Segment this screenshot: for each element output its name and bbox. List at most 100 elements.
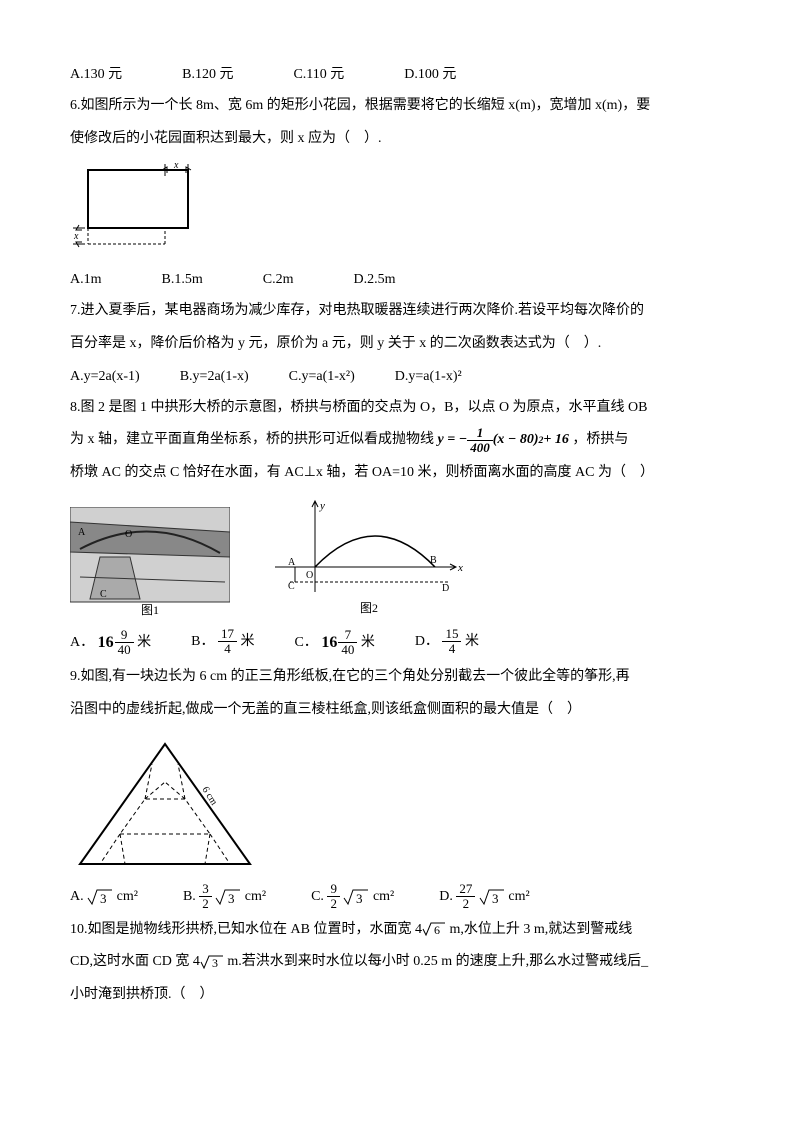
q8-d-unit: 米	[465, 634, 479, 649]
q9-line1: 9.如图,有一块边长为 6 cm 的正三角形纸板,在它的三个角处分别截去一个彼此…	[70, 662, 724, 693]
q7-line2: 百分率是 x，降价后价格为 y 元，原价为 a 元，则 y 关于 x 的二次函数…	[70, 329, 724, 360]
q8-fig2: y x A C O B D 图2	[270, 497, 470, 617]
q6-opt-d: D.2.5m	[353, 265, 395, 296]
q8-c-num: 7	[338, 628, 357, 643]
q9-opt-b: B. 32 3 cm²	[183, 882, 266, 913]
svg-text:x: x	[73, 231, 79, 242]
q8-formula: y = − 1 400 (x − 80)2 + 16	[438, 425, 569, 456]
q6-line1: 6.如图所示为一个长 8m、宽 6m 的矩形小花园，根据需要将它的长缩短 x(m…	[70, 91, 724, 122]
svg-text:3: 3	[100, 891, 107, 906]
q8-d-num: 15	[442, 627, 461, 642]
q9-b-label: B.	[183, 889, 196, 904]
q9-figure: 6 cm	[70, 734, 724, 874]
svg-text:3: 3	[212, 956, 218, 970]
q9-b-num: 3	[199, 882, 212, 897]
q5-opt-c: C.110 元	[293, 60, 344, 91]
q9-c-den: 2	[327, 897, 340, 911]
q8-f-rhs2: + 16	[543, 425, 568, 456]
svg-text:6: 6	[434, 923, 440, 937]
q8-options: A． 16940 米 B． 174 米 C． 16740 米 D． 154 米	[70, 625, 724, 660]
q7-opt-b: B.y=2a(1-x)	[180, 362, 249, 393]
q6-opt-c: C.2m	[263, 265, 294, 296]
q6-options: A.1m B.1.5m C.2m D.2.5m	[70, 265, 724, 296]
svg-text:A: A	[288, 557, 296, 568]
q8-b-unit: 米	[240, 634, 254, 649]
svg-text:O: O	[125, 529, 132, 540]
q8-l2-prefix: 为 x 轴，建立平面直角坐标系，桥的拱形可近似看成抛物线	[70, 432, 438, 447]
q7-options: A.y=2a(x-1) B.y=2a(1-x) C.y=a(1-x²) D.y=…	[70, 362, 724, 393]
q8-opt-d: D． 154 米	[415, 627, 479, 658]
q8-b-label: B．	[191, 634, 214, 649]
svg-text:3: 3	[228, 891, 235, 906]
q8-a-label: A．	[70, 635, 94, 650]
q9-opt-c: C. 92 3 cm²	[311, 882, 394, 913]
q6-opt-b: B.1.5m	[162, 265, 203, 296]
q8-opt-b: B． 174 米	[191, 627, 254, 658]
svg-text:图1: 图1	[141, 603, 159, 617]
q8-line2: 为 x 轴，建立平面直角坐标系，桥的拱形可近似看成抛物线 y = − 1 400…	[70, 425, 724, 456]
q8-f-lhs: y = −	[438, 425, 468, 456]
q10-l1-prefix: 10.如图是抛物线形拱桥,已知水位在 AB 位置时，水面宽 4	[70, 922, 422, 937]
q8-a-unit: 米	[137, 635, 151, 650]
q8-l2-suffix: ，桥拱与	[572, 432, 628, 447]
q10-line3: 小时淹到拱桥顶.（ ）	[70, 980, 724, 1011]
q9-b-den: 2	[199, 897, 212, 911]
q9-options: A. 3 cm² B. 32 3 cm² C. 92 3 cm² D. 272 …	[70, 882, 724, 913]
q9-d-label: D.	[439, 889, 453, 904]
q8-line3: 桥墩 AC 的交点 C 恰好在水面，有 AC⊥x 轴，若 OA=10 米，则桥面…	[70, 458, 724, 489]
q9-d-num: 27	[456, 882, 475, 897]
svg-text:y: y	[319, 500, 325, 512]
q8-a-num: 9	[115, 628, 134, 643]
q6-figure: x x	[70, 162, 724, 257]
q9-d-unit: cm²	[508, 889, 529, 904]
q10-line1: 10.如图是抛物线形拱桥,已知水位在 AB 位置时，水面宽 4 6 m,水位上升 …	[70, 915, 724, 946]
q8-c-label: C．	[294, 635, 317, 650]
q8-opt-a: A． 16940 米	[70, 625, 151, 660]
q9-c-unit: cm²	[373, 889, 394, 904]
svg-text:O: O	[306, 570, 313, 581]
page-content: A.130 元 B.120 元 C.110 元 D.100 元 6.如图所示为一…	[0, 0, 794, 1053]
q7-opt-a: A.y=2a(x-1)	[70, 362, 140, 393]
q8-a-den: 40	[115, 643, 134, 657]
svg-text:D: D	[442, 583, 449, 594]
q9-a-unit: cm²	[117, 889, 138, 904]
svg-text:B: B	[430, 555, 437, 566]
svg-text:C: C	[100, 589, 107, 600]
q5-opt-b: B.120 元	[182, 60, 233, 91]
q8-figures: A O C 图1 y x A C O B D 图2	[70, 497, 724, 617]
svg-text:图2: 图2	[360, 601, 378, 615]
q9-c-num: 9	[327, 882, 340, 897]
q8-b-num: 17	[218, 627, 237, 642]
q5-opt-a: A.130 元	[70, 60, 122, 91]
q10-l1-suffix: m,水位上升 3 m,就达到警戒线	[446, 922, 632, 937]
q9-line2: 沿图中的虚线折起,做成一个无盖的直三棱柱纸盒,则该纸盒侧面积的最大值是（ ）	[70, 695, 724, 726]
svg-text:x: x	[457, 562, 463, 574]
q8-f-num: 1	[467, 426, 493, 441]
q8-d-den: 4	[442, 642, 461, 656]
q8-d-label: D．	[415, 634, 439, 649]
q9-opt-a: A. 3 cm²	[70, 882, 138, 913]
q7-line1: 7.进入夏季后，某电器商场为减少库存，对电热取暖器连续进行两次降价.若设平均每次…	[70, 296, 724, 327]
q6-line2: 使修改后的小花园面积达到最大，则 x 应为（ ）.	[70, 124, 724, 155]
q9-d-den: 2	[456, 897, 475, 911]
q7-opt-c: C.y=a(1-x²)	[289, 362, 355, 393]
q8-b-den: 4	[218, 642, 237, 656]
q10-line2: CD,这时水面 CD 宽 43 m.若洪水到来时水位以每小时 0.25 m 的速…	[70, 947, 724, 978]
q6-opt-a: A.1m	[70, 265, 102, 296]
q5-options: A.130 元 B.120 元 C.110 元 D.100 元	[70, 60, 724, 91]
q9-b-unit: cm²	[245, 889, 266, 904]
q8-line1: 8.图 2 是图 1 中拱形大桥的示意图，桥拱与桥面的交点为 O，B，以点 O …	[70, 393, 724, 424]
q8-c-whole: 16	[321, 625, 337, 660]
q10-l2-suffix: m.若洪水到来时水位以每小时 0.25 m 的速度上升,那么水过警戒线后_	[224, 954, 648, 969]
q8-f-rhs1: (x − 80)	[493, 425, 539, 456]
q8-f-frac: 1 400	[467, 426, 493, 456]
q9-opt-d: D. 272 3 cm²	[439, 882, 529, 913]
svg-text:C: C	[288, 581, 295, 592]
svg-text:3: 3	[492, 891, 499, 906]
q8-c-den: 40	[338, 643, 357, 657]
q8-a-whole: 16	[98, 625, 114, 660]
q5-opt-d: D.100 元	[404, 60, 456, 91]
q7-opt-d: D.y=a(1-x)²	[395, 362, 462, 393]
q8-fig1: A O C 图1	[70, 507, 230, 617]
q8-opt-c: C． 16740 米	[294, 625, 374, 660]
